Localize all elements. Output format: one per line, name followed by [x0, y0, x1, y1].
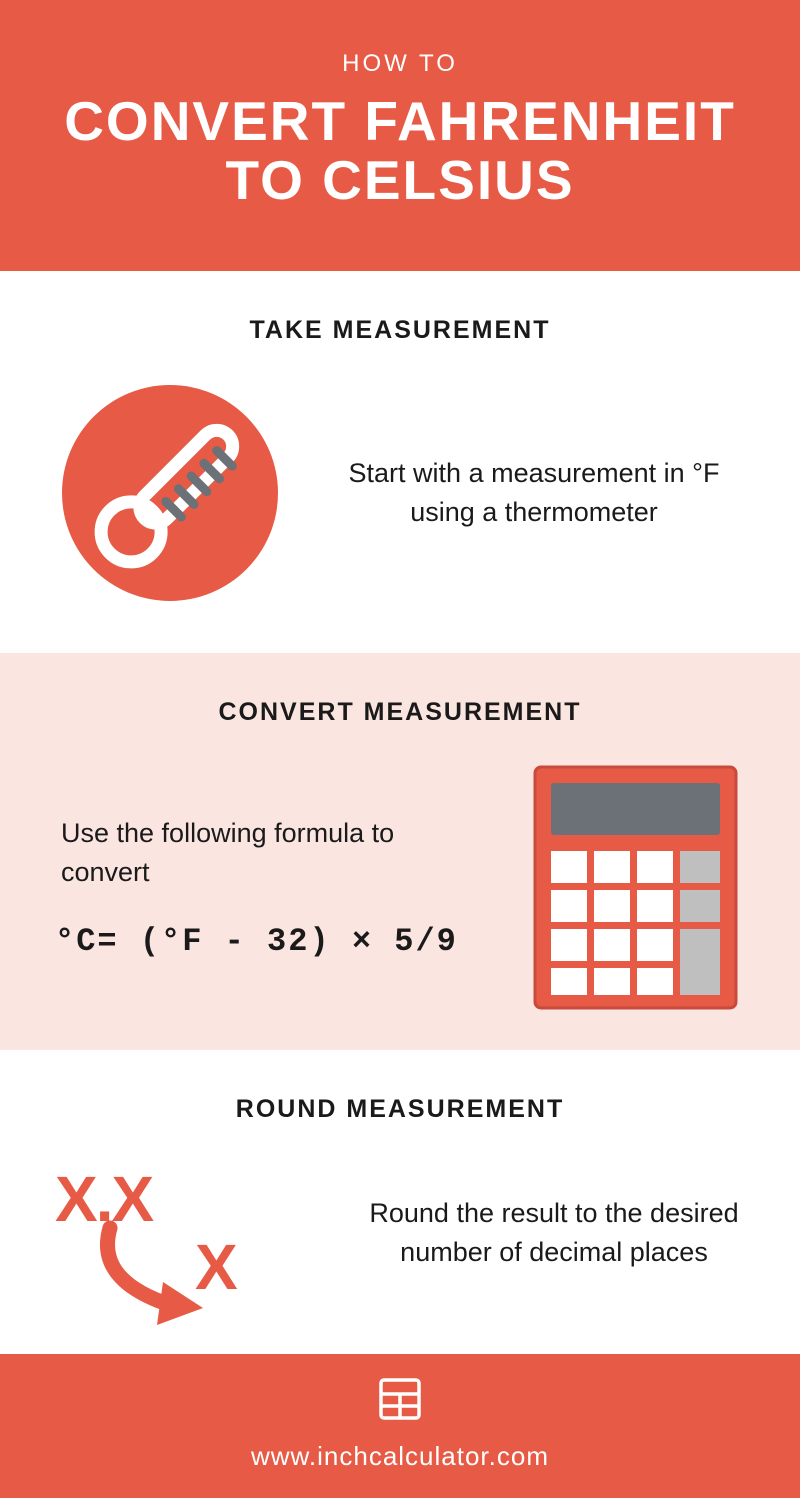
- section-round: ROUND MEASUREMENT X.X X Round the result…: [0, 1050, 800, 1354]
- calculator-icon: [525, 765, 745, 1010]
- section-take-body: Start with a measurement in °F using a t…: [55, 383, 745, 603]
- header-title-line1: CONVERT FAHRENHEIT: [64, 90, 736, 152]
- header-title: CONVERT FAHRENHEIT TO CELSIUS: [20, 92, 780, 211]
- conversion-formula: °C= (°F - 32) × 5/9: [55, 923, 487, 960]
- section-take-text: Start with a measurement in °F using a t…: [323, 454, 745, 531]
- section-convert-title: CONVERT MEASUREMENT: [55, 698, 745, 727]
- footer: www.inchcalculator.com: [0, 1354, 800, 1498]
- section-convert-text: Use the following formula to convert: [55, 814, 487, 891]
- rounding-icon: X.X X: [55, 1162, 325, 1304]
- header: HOW TO CONVERT FAHRENHEIT TO CELSIUS: [0, 0, 800, 271]
- section-round-text: Round the result to the desired number o…: [363, 1194, 745, 1271]
- header-title-line2: TO CELSIUS: [225, 149, 574, 211]
- header-kicker: HOW TO: [20, 50, 780, 78]
- thermometer-icon: [55, 383, 285, 603]
- footer-url: www.inchcalculator.com: [0, 1441, 800, 1472]
- section-take-title: TAKE MEASUREMENT: [55, 316, 745, 345]
- section-round-body: X.X X Round the result to the desired nu…: [55, 1162, 745, 1304]
- section-convert: CONVERT MEASUREMENT Use the following fo…: [0, 653, 800, 1050]
- logo-grid-icon: [0, 1376, 800, 1427]
- section-convert-body: Use the following formula to convert °C=…: [55, 765, 745, 1010]
- section-take: TAKE MEASUREMENT Start with a measuremen…: [0, 271, 800, 653]
- section-round-title: ROUND MEASUREMENT: [55, 1095, 745, 1124]
